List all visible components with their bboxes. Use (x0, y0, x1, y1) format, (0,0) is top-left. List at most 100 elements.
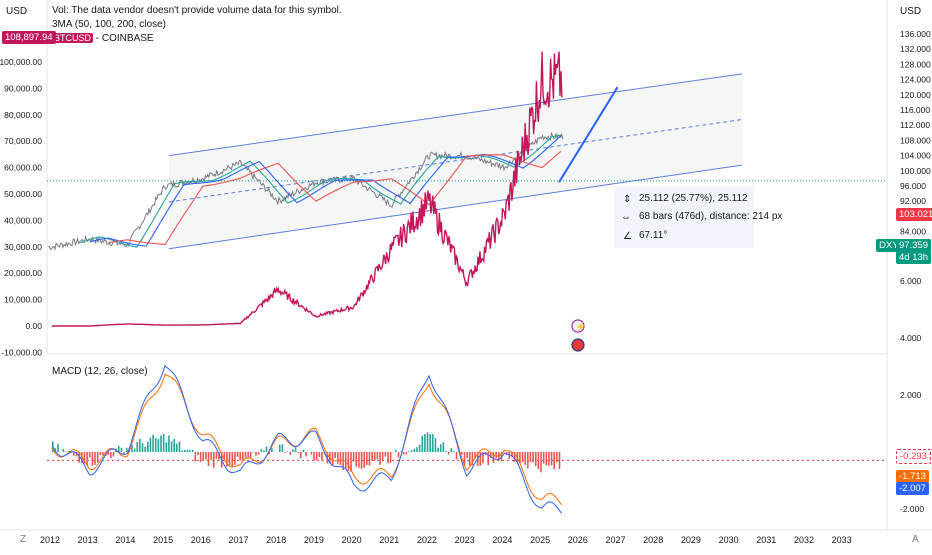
year-tick-label: 2028 (643, 535, 663, 545)
macd-histogram-bar (337, 452, 339, 464)
macd-histogram-bar (559, 452, 561, 469)
volume-note: Vol: The data vendor doesn't provide vol… (52, 5, 342, 17)
right-tick-label: 124.000 (900, 75, 931, 85)
macd-histogram-bar (181, 451, 183, 452)
measure-icon-range: ⇕ (623, 194, 631, 205)
macd-histogram-bar (540, 452, 542, 472)
macd-histogram-bar (345, 452, 347, 469)
macd-histogram-bar (535, 452, 537, 466)
right-tick-label: 96.000 (900, 181, 926, 191)
left-tick-label: 60,000.00 (4, 163, 42, 173)
macd-tick-label: 4.000 (900, 333, 922, 343)
macd-line-series (52, 366, 562, 514)
macd-histogram-bar (179, 441, 181, 452)
macd-histogram-bar (427, 432, 429, 452)
right-tick-label: 92.000 (900, 196, 926, 206)
symbol-exchange: - COINBASE (96, 33, 154, 44)
macd-histogram-bar (419, 445, 421, 452)
macd-histogram-bar (445, 451, 447, 452)
left-tick-label: 0.00 (25, 321, 42, 331)
measure-bars: 68 bars (476d), distance: 214 px (639, 211, 782, 223)
year-tick-label: 2014 (115, 535, 135, 545)
corner-right[interactable]: A (912, 534, 919, 546)
macd-histogram-bar (300, 452, 302, 458)
macd-histogram-bar (443, 442, 445, 452)
right-tick-label: 116.000 (900, 105, 930, 115)
macd-histogram-bar (97, 452, 99, 463)
macd-histogram-bar (379, 452, 381, 465)
macd-histogram-bar (395, 450, 397, 452)
macd-histogram-bar (208, 452, 210, 466)
macd-histogram-bar (136, 442, 138, 452)
macd-histogram-bar (480, 452, 482, 466)
macd-zero-label: -0.293 (896, 449, 931, 464)
macd-histogram-bar (545, 452, 547, 465)
macd-histogram-bar (469, 452, 471, 466)
macd-histogram-bar (245, 452, 247, 458)
macd-histogram-bar (89, 452, 91, 458)
macd-histogram-bar (371, 452, 373, 461)
macd-histogram-bar (556, 452, 558, 462)
right-tick-label: 84.000 (900, 227, 926, 237)
corner-left[interactable]: Z (20, 534, 26, 546)
macd-histogram-bar (305, 452, 307, 456)
macd-histogram-bar (255, 452, 257, 456)
macd-histogram-bar (522, 452, 524, 462)
macd-histogram-bar (163, 434, 165, 452)
macd-histogram-bar (311, 452, 313, 455)
symbol-chip: BTCUSD (52, 33, 93, 43)
macd-histogram-bar (121, 448, 123, 452)
btc-last-price: 108,897.94 (2, 31, 56, 44)
macd-histogram-bar (171, 441, 173, 452)
macd-histogram-bar (440, 444, 442, 452)
macd-histogram-bar (456, 452, 458, 459)
measure-icon-angle: ∠ (623, 231, 632, 242)
macd-histogram-bar (406, 452, 408, 454)
macd-histogram-bar (366, 452, 368, 465)
macd-histogram-bar (189, 450, 191, 452)
right-tick-label: 112.000 (900, 120, 930, 130)
left-tick-label: -10,000.00 (1, 347, 42, 357)
macd-histogram-bar (113, 452, 115, 457)
measure-angle: 67.11° (639, 230, 667, 242)
macd-histogram-bar (435, 438, 437, 452)
macd-histogram-bar (147, 442, 149, 452)
left-tick-label: 10,000.00 (4, 295, 42, 305)
macd-histogram-bar (530, 452, 532, 462)
macd-histogram-bar (319, 452, 321, 457)
macd-histogram-bar (524, 452, 526, 465)
ma-legend: 3MA (50, 100, 200, close) (52, 19, 166, 31)
macd-histogram-bar (197, 452, 199, 455)
year-tick-label: 2013 (78, 535, 98, 545)
macd-histogram-bar (382, 452, 384, 461)
macd-histogram-bar (551, 452, 553, 465)
year-tick-label: 2020 (342, 535, 362, 545)
year-tick-label: 2027 (605, 535, 625, 545)
left-tick-label: 40,000.00 (4, 215, 42, 225)
macd-histogram-bar (527, 452, 529, 468)
macd-histogram-bar (173, 439, 175, 452)
macd-histogram-bar (213, 452, 215, 468)
macd-histogram-bar (361, 452, 363, 469)
macd-histogram-bar (437, 448, 439, 452)
macd-histogram-bar (160, 435, 162, 452)
right-tick-label: 104.000 (900, 151, 931, 161)
macd-histogram-bar (424, 434, 426, 452)
macd-histogram-bar (142, 443, 144, 452)
macd-tick-label: -2.000 (900, 504, 924, 514)
macd-histogram-bar (152, 435, 154, 452)
macd-histogram-bar (548, 452, 550, 466)
macd-histogram-bar (313, 452, 315, 461)
macd-histogram-bar (390, 452, 392, 463)
macd-histogram-bar (553, 452, 555, 469)
macd-histogram-bar (158, 439, 160, 452)
year-tick-label: 2018 (266, 535, 286, 545)
macd-histogram-bar (184, 450, 186, 452)
macd-histogram-bar (231, 452, 233, 467)
macd-histogram-bar (216, 452, 218, 459)
macd-histogram-bar (369, 452, 371, 466)
year-tick-label: 2012 (40, 535, 60, 545)
macd-histogram-bar (385, 452, 387, 457)
macd-title: MACD (12, 26, close) (52, 366, 148, 378)
